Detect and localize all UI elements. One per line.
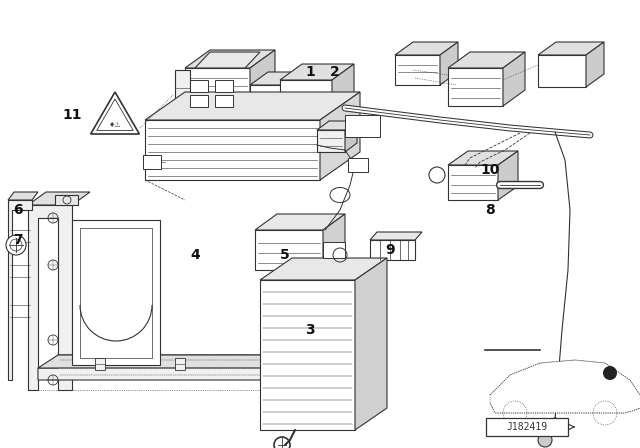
Text: 2: 2 (330, 65, 340, 79)
Text: 10: 10 (480, 163, 500, 177)
Polygon shape (538, 42, 604, 55)
Polygon shape (145, 120, 320, 180)
Polygon shape (323, 242, 345, 258)
Polygon shape (185, 68, 250, 123)
Polygon shape (320, 92, 360, 180)
Polygon shape (250, 72, 300, 85)
Polygon shape (498, 151, 518, 200)
Polygon shape (190, 95, 208, 107)
Circle shape (6, 235, 26, 255)
Polygon shape (448, 151, 518, 165)
Polygon shape (448, 52, 525, 68)
Polygon shape (145, 92, 360, 120)
Polygon shape (317, 121, 357, 130)
Text: J182419: J182419 (506, 422, 548, 432)
Text: 4: 4 (190, 248, 200, 262)
Polygon shape (355, 258, 387, 430)
Polygon shape (448, 165, 498, 200)
Polygon shape (317, 130, 345, 152)
Polygon shape (255, 214, 345, 230)
Polygon shape (215, 80, 233, 92)
Polygon shape (586, 42, 604, 87)
Polygon shape (215, 95, 233, 107)
Polygon shape (72, 220, 160, 365)
Polygon shape (345, 121, 357, 152)
Polygon shape (323, 214, 345, 270)
Text: 8: 8 (485, 203, 495, 217)
Circle shape (538, 433, 552, 447)
Polygon shape (250, 50, 275, 123)
Text: 1: 1 (305, 65, 315, 79)
Text: 9: 9 (385, 243, 395, 257)
Polygon shape (185, 50, 275, 68)
Text: 6: 6 (13, 203, 23, 217)
Polygon shape (348, 158, 368, 172)
Polygon shape (280, 80, 332, 118)
Polygon shape (55, 195, 78, 205)
Text: 3: 3 (305, 323, 315, 337)
Polygon shape (538, 55, 586, 87)
Text: 11: 11 (62, 108, 82, 122)
Polygon shape (250, 85, 282, 125)
Polygon shape (80, 228, 152, 358)
Text: 5: 5 (280, 248, 290, 262)
Polygon shape (395, 55, 440, 85)
Polygon shape (395, 42, 458, 55)
Circle shape (603, 366, 617, 380)
Polygon shape (195, 52, 260, 68)
Polygon shape (260, 258, 387, 280)
Polygon shape (38, 355, 310, 368)
Polygon shape (332, 64, 354, 118)
Polygon shape (490, 360, 640, 413)
Polygon shape (143, 155, 161, 169)
Polygon shape (28, 205, 72, 390)
Polygon shape (95, 358, 105, 370)
Text: 7: 7 (13, 233, 23, 247)
Polygon shape (97, 99, 133, 130)
Polygon shape (175, 70, 190, 105)
Polygon shape (175, 358, 185, 370)
Polygon shape (91, 92, 140, 134)
Polygon shape (503, 52, 525, 106)
Polygon shape (486, 418, 568, 436)
Polygon shape (190, 80, 208, 92)
Polygon shape (260, 280, 355, 430)
Text: ♦⚠: ♦⚠ (109, 122, 121, 128)
Polygon shape (448, 68, 503, 106)
Polygon shape (282, 72, 300, 125)
Polygon shape (370, 232, 422, 240)
Polygon shape (345, 115, 380, 137)
Polygon shape (8, 192, 38, 200)
Polygon shape (8, 200, 32, 380)
Polygon shape (440, 42, 458, 85)
Polygon shape (28, 192, 90, 205)
Polygon shape (255, 230, 323, 270)
Polygon shape (280, 64, 354, 80)
Polygon shape (38, 355, 310, 380)
Polygon shape (370, 240, 415, 260)
